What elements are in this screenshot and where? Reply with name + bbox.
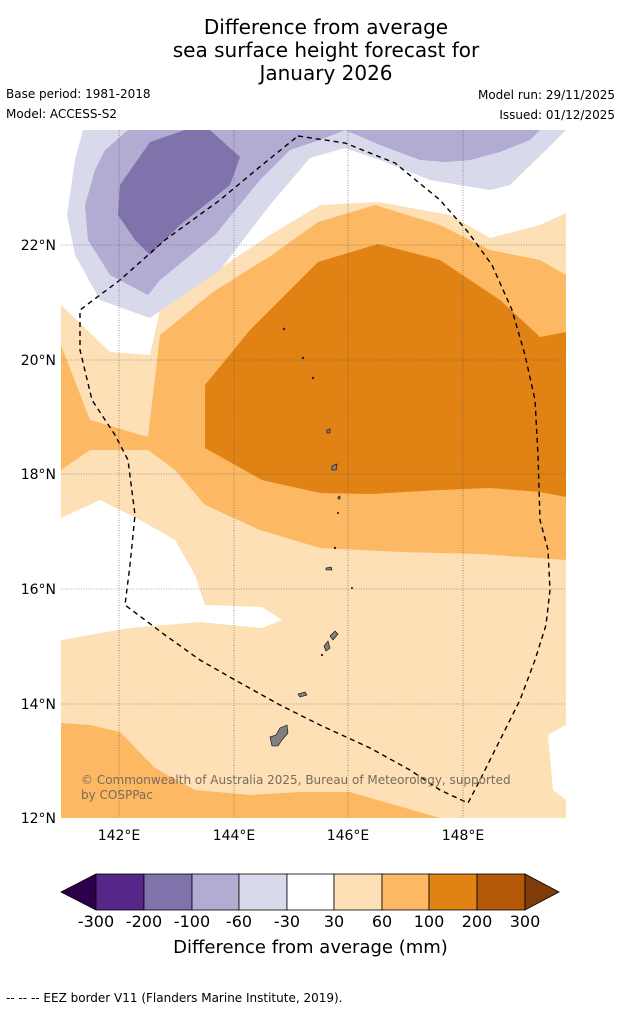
- islands: [269, 327, 353, 747]
- colorbar-tick-neg300: -300: [77, 912, 115, 931]
- eez-legend-footer: -- -- -- EEZ border V11 (Flanders Marine…: [6, 991, 343, 1005]
- colorbar-title: Difference from average (mm): [173, 937, 448, 958]
- island-anatahan: [325, 566, 333, 571]
- colorbar-neg100: [143, 873, 193, 911]
- colorbar-tick-neg60: -60: [225, 912, 253, 931]
- lat-label-18: 18°N: [21, 467, 56, 483]
- island-pagan: [331, 463, 338, 471]
- copyright-line-2: by COSPPac: [81, 788, 153, 802]
- lat-label-16: 16°N: [21, 582, 56, 598]
- base-period-label: Base period: 1981-2018: [6, 87, 151, 101]
- island-farallon: [350, 586, 353, 589]
- chart-title: Difference from average sea surface heig…: [0, 16, 621, 85]
- contour-pos100-central: [205, 244, 566, 497]
- island-alamagan: [326, 428, 331, 434]
- colorbar-pos30: [333, 873, 383, 911]
- model-run-label: Model run: 29/11/2025: [477, 88, 615, 102]
- island-tinian: [323, 640, 331, 652]
- colorbar-pos200: [476, 873, 526, 911]
- lat-label-12: 12°N: [21, 811, 56, 827]
- lat-label-20: 20°N: [21, 353, 56, 369]
- lon-label-142: 142°E: [98, 828, 141, 844]
- gridlines: [61, 130, 566, 818]
- colorbar-extend-low: [60, 873, 97, 911]
- colorbar-pos60: [381, 873, 430, 911]
- colorbar-zero: [286, 873, 335, 911]
- title-line-2: sea surface height forecast for: [172, 38, 480, 62]
- lat-label-22: 22°N: [21, 238, 56, 254]
- island-sarigan: [333, 546, 337, 550]
- contour-zero-east: [548, 725, 566, 800]
- colorbar-tick-pos30: 30: [323, 912, 345, 931]
- island-asuncion: [311, 376, 315, 380]
- copyright-line-1: © Commonwealth of Australia 2025, Bureau…: [81, 773, 511, 787]
- contour-zero-west: [61, 500, 282, 640]
- colorbar-tick-neg200: -200: [125, 912, 163, 931]
- colorbar-neg30: [238, 873, 288, 911]
- island-saipan: [329, 630, 339, 641]
- island-aguijan: [320, 653, 324, 657]
- colorbar-neg60: [191, 873, 240, 911]
- colorbar-pos100: [428, 873, 478, 911]
- eez-border: [79, 135, 551, 804]
- model-label: Model: ACCESS-S2: [6, 107, 118, 121]
- colorbar-tick-pos100: 100: [413, 912, 445, 931]
- colorbar-extend-high: [524, 873, 560, 911]
- island-maug: [301, 356, 305, 360]
- lon-label-144: 144°E: [213, 828, 256, 844]
- colorbar-tick-neg30: -30: [273, 912, 301, 931]
- title-line-1: Difference from average: [203, 15, 449, 39]
- lon-label-148: 148°E: [442, 828, 485, 844]
- island-guam: [269, 724, 289, 747]
- lon-label-146: 146°E: [327, 828, 370, 844]
- island-guguan: [336, 511, 339, 514]
- lat-label-14: 14°N: [21, 697, 56, 713]
- colorbar-tick-pos60: 60: [371, 912, 393, 931]
- title-line-3: January 2026: [259, 61, 393, 85]
- colorbar-tick-pos200: 200: [461, 912, 493, 931]
- map-panel: [61, 130, 566, 818]
- colorbar-neg200: [95, 873, 145, 911]
- island-rota: [297, 691, 308, 698]
- contour-pos60-southwest: [61, 723, 440, 818]
- colorbar: [60, 873, 560, 911]
- island-agrihan: [337, 495, 341, 500]
- contour-neg100-north: [118, 130, 240, 255]
- issued-label: Issued: 01/12/2025: [499, 108, 615, 122]
- colorbar-tick-neg100: -100: [173, 912, 211, 931]
- colorbar-tick-pos300: 300: [509, 912, 541, 931]
- island-uracas: [282, 327, 286, 331]
